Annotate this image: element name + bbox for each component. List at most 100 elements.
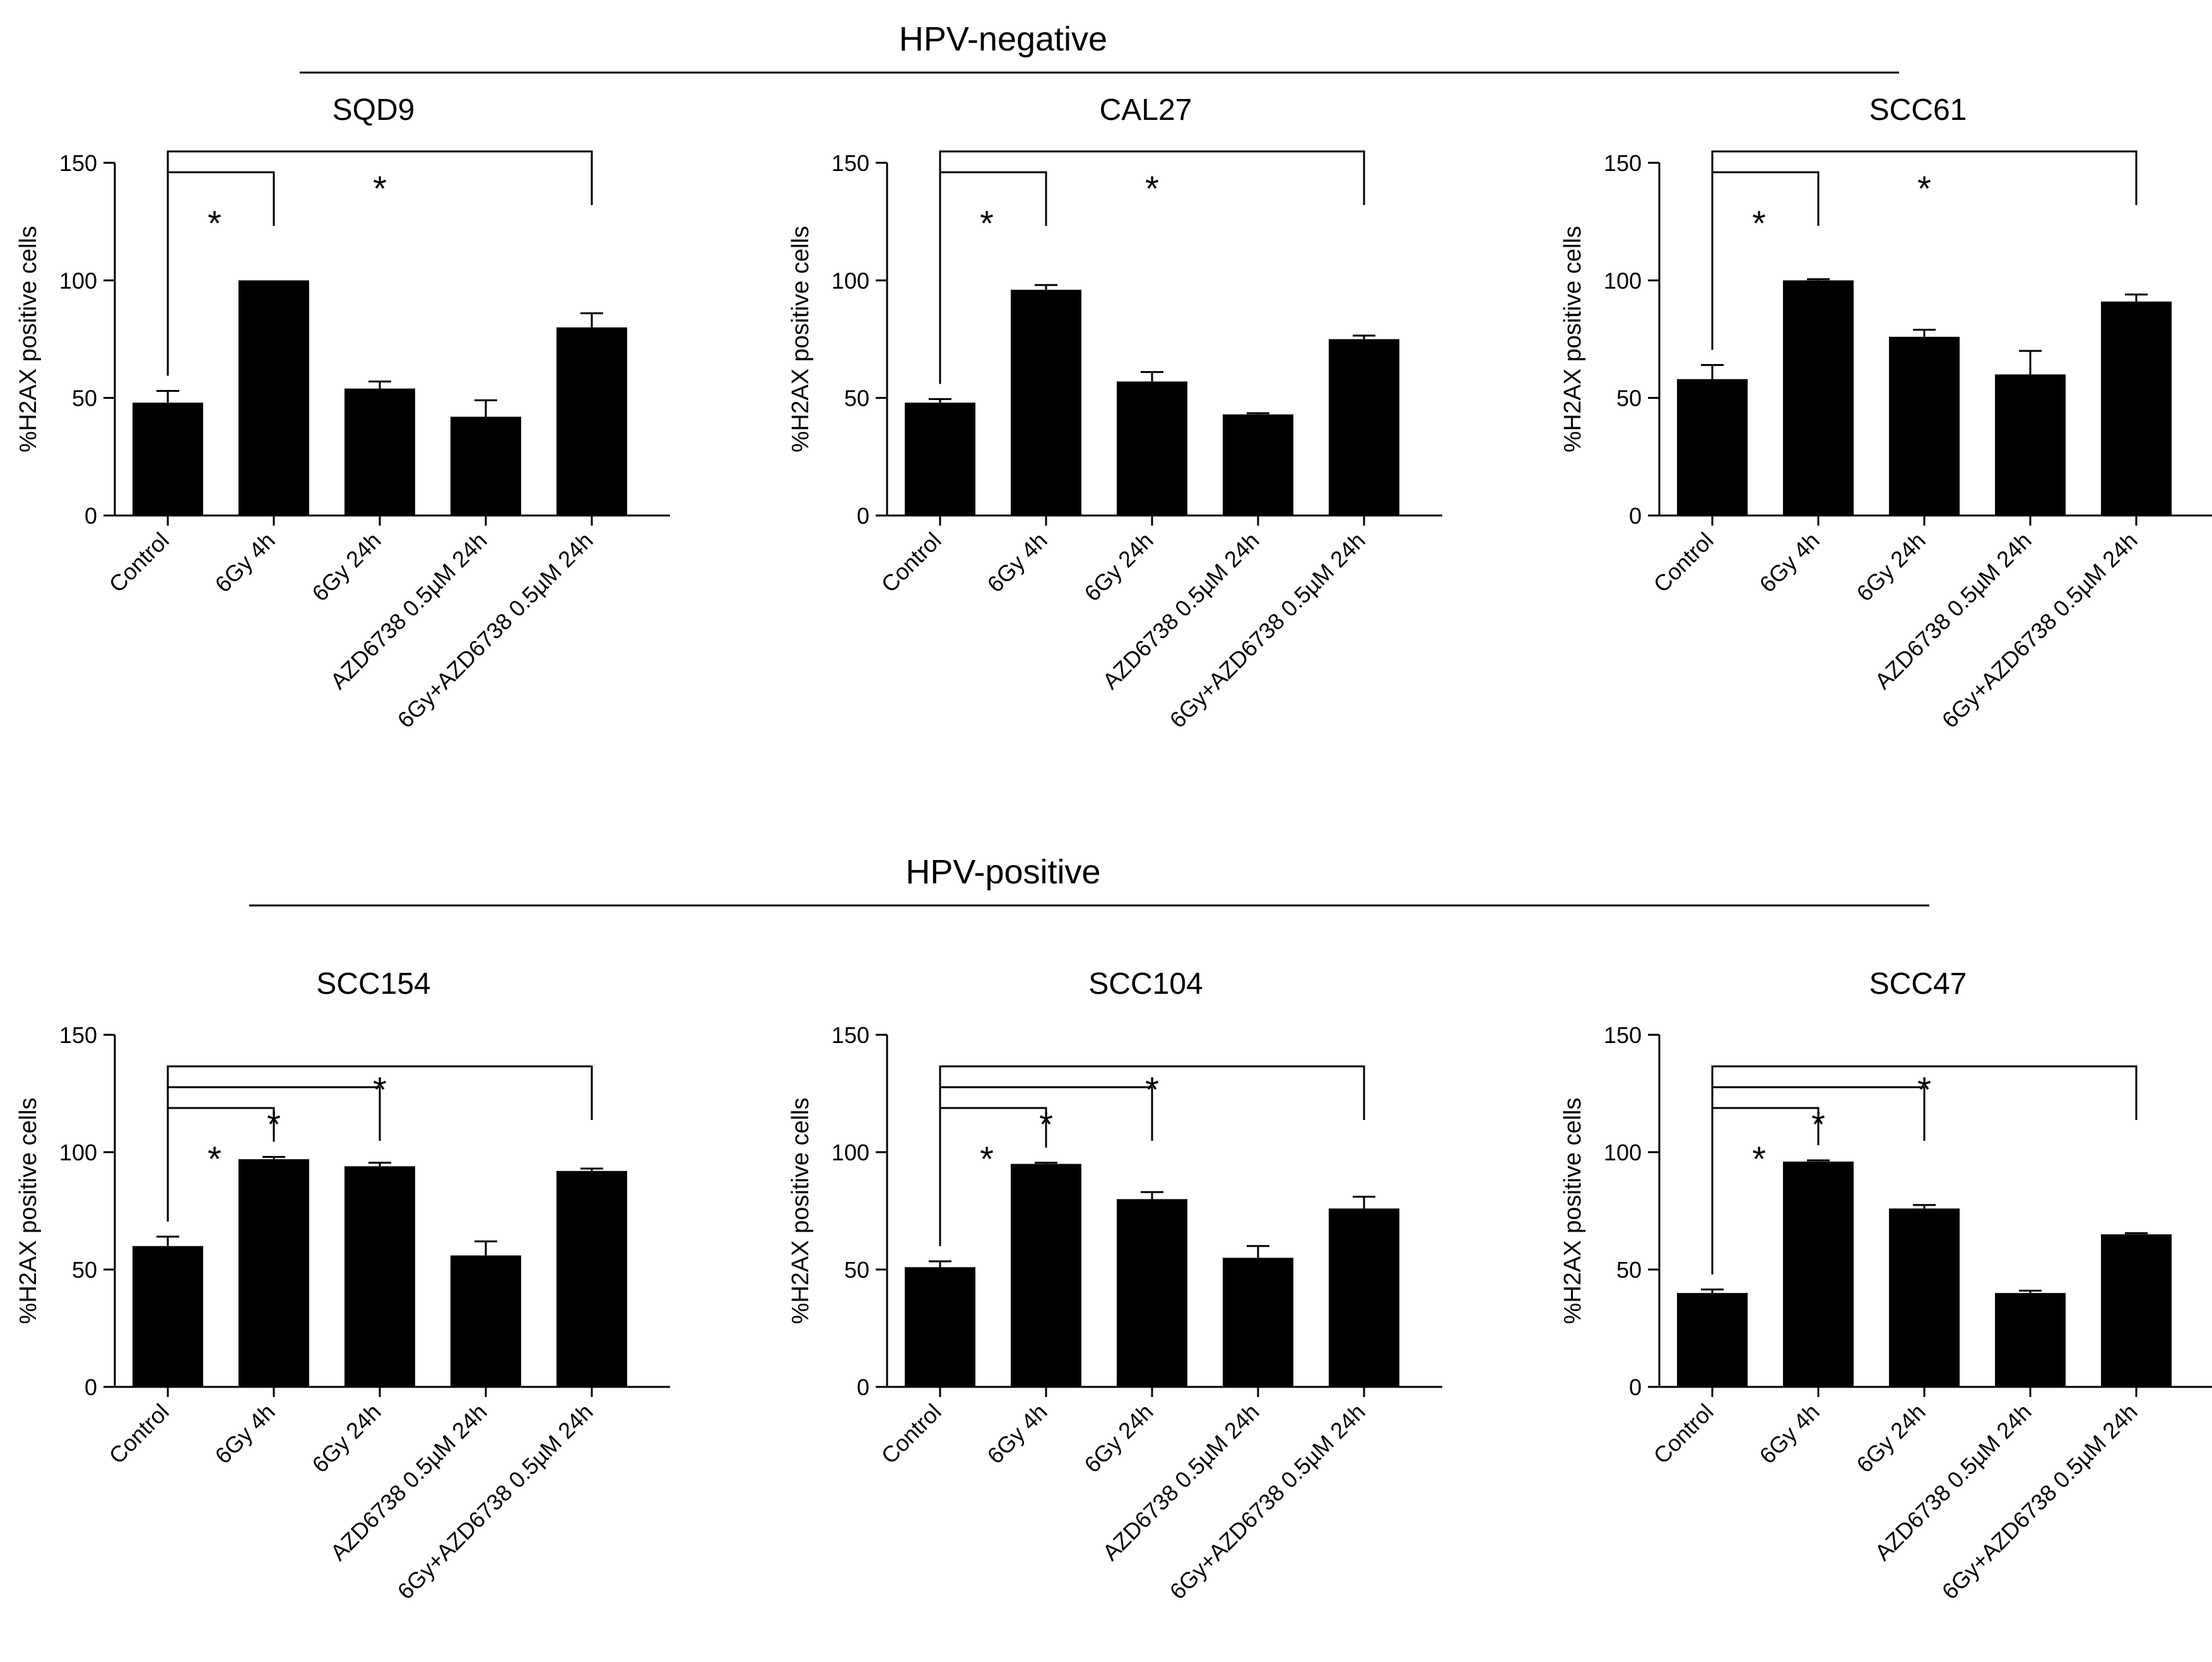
- chart-panel-scc47: SCC47 0 50 100 150 %H2AX positive cells Contro…: [1560, 967, 2212, 1605]
- chart-title: CAL27: [1100, 93, 1192, 127]
- chart-title: SCC104: [1088, 967, 1203, 1001]
- chart-panel-sqd9: SQD9 0 50 100 150 %H2AX positive cells Control…: [15, 93, 670, 733]
- bar: [238, 280, 309, 516]
- x-tick-label: 6Gy+AZD6738 0.5µM 24h: [1937, 527, 2143, 733]
- y-tick-label: 0: [85, 1374, 97, 1400]
- y-tick-label: 100: [59, 1140, 97, 1165]
- y-tick-label: 0: [857, 503, 869, 529]
- y-axis-label: %H2AX positive cells: [1560, 1097, 1586, 1324]
- x-tick-label: 6Gy+AZD6738 0.5µM 24h: [392, 527, 598, 733]
- bar: [905, 403, 975, 516]
- y-tick-label: 0: [1629, 503, 1642, 529]
- y-axis-label: %H2AX positive cells: [787, 1097, 814, 1324]
- x-tick-label: 6Gy 4h: [982, 527, 1052, 598]
- x-tick-label: 6Gy 4h: [210, 527, 280, 598]
- significance-bracket: [939, 1065, 1365, 1246]
- y-tick-label: 150: [59, 1022, 97, 1048]
- y-axis-label: %H2AX positive cells: [15, 226, 42, 452]
- y-tick-label: 150: [1604, 150, 1642, 176]
- x-tick-label: 6Gy 24h: [307, 527, 385, 606]
- chart-panel-scc61: SCC61 0 50 100 150 %H2AX positive cells Contro…: [1560, 93, 2212, 733]
- bar: [132, 403, 203, 516]
- bar: [344, 1166, 415, 1387]
- bar: [1677, 379, 1748, 516]
- significance-marker: *: [1039, 1104, 1053, 1144]
- bar: [1889, 336, 1960, 516]
- bar: [1011, 1164, 1081, 1387]
- group-title-hpv-positive: HPV-positive: [905, 853, 1100, 891]
- y-tick-label: 100: [832, 1140, 869, 1165]
- significance-bracket: [167, 150, 593, 376]
- x-tick-label: 6Gy 24h: [1851, 1399, 1930, 1478]
- significance-marker: *: [1917, 168, 1931, 208]
- x-tick-label: 6Gy+AZD6738 0.5µM 24h: [1937, 1399, 2143, 1605]
- y-tick-label: 0: [85, 503, 97, 529]
- bar: [1329, 1208, 1399, 1387]
- significance-marker: *: [208, 1139, 221, 1179]
- bar: [1889, 1208, 1960, 1387]
- bar: [1995, 1293, 2066, 1387]
- y-tick-label: 50: [72, 386, 97, 411]
- bar: [905, 1267, 975, 1387]
- chart-panel-scc154: SCC154 0 50 100 150 %H2AX positive cells Contr…: [15, 967, 670, 1605]
- chart-title: SQD9: [332, 93, 415, 127]
- y-tick-label: 100: [1604, 1140, 1642, 1165]
- y-tick-label: 100: [832, 268, 869, 293]
- chart-panel-cal27: CAL27 0 50 100 150 %H2AX positive cells Contro…: [787, 93, 1442, 733]
- y-tick-label: 150: [832, 150, 869, 176]
- x-tick-label: 6Gy+AZD6738 0.5µM 24h: [1165, 1399, 1370, 1605]
- y-axis-label: %H2AX positive cells: [15, 1097, 42, 1324]
- chart-panel-scc104: SCC104 0 50 100 150 %H2AX positive cells Contr…: [787, 967, 1442, 1605]
- x-tick-label: 6Gy 24h: [1851, 527, 1930, 606]
- bar: [1677, 1293, 1748, 1387]
- x-tick-label: 6Gy 24h: [307, 1399, 385, 1478]
- significance-marker: *: [980, 203, 994, 243]
- significance-bracket: [1711, 150, 2138, 350]
- y-tick-label: 0: [857, 1374, 869, 1400]
- bar: [2101, 301, 2172, 516]
- significance-marker: *: [980, 1139, 994, 1179]
- significance-marker: *: [1752, 203, 1766, 243]
- significance-marker: *: [373, 168, 387, 208]
- bar: [1783, 280, 1854, 516]
- y-tick-label: 100: [59, 268, 97, 293]
- bar: [2101, 1234, 2172, 1387]
- bar: [450, 1255, 521, 1387]
- bar: [1223, 414, 1293, 516]
- chart-title: SCC47: [1869, 967, 1967, 1001]
- significance-bracket: [1711, 1065, 2138, 1275]
- group-title-hpv-negative: HPV-negative: [899, 20, 1107, 58]
- chart-title: SCC61: [1869, 93, 1967, 127]
- significance-marker: *: [208, 203, 221, 243]
- bar: [1783, 1161, 1854, 1387]
- y-axis-label: %H2AX positive cells: [1560, 226, 1586, 452]
- y-tick-label: 150: [59, 150, 97, 176]
- significance-marker: *: [1752, 1139, 1766, 1179]
- bar: [1117, 381, 1187, 516]
- significance-marker: *: [267, 1104, 281, 1144]
- bar: [1011, 290, 1081, 516]
- bar: [1329, 339, 1399, 516]
- bar: [556, 1170, 627, 1387]
- bar: [1223, 1258, 1293, 1387]
- x-tick-label: Control: [104, 1399, 174, 1469]
- chart-title: SCC154: [316, 967, 430, 1001]
- y-axis-label: %H2AX positive cells: [787, 226, 814, 452]
- x-tick-label: Control: [876, 1399, 946, 1469]
- x-tick-label: 6Gy+AZD6738 0.5µM 24h: [392, 1399, 598, 1605]
- x-tick-label: Control: [104, 527, 174, 598]
- x-tick-label: 6Gy 4h: [210, 1399, 280, 1469]
- bar: [450, 416, 521, 516]
- x-tick-label: Control: [1649, 1399, 1719, 1469]
- x-tick-label: Control: [1649, 527, 1719, 598]
- x-tick-label: Control: [876, 527, 946, 598]
- y-tick-label: 50: [1616, 1257, 1642, 1283]
- y-tick-label: 150: [1604, 1022, 1642, 1048]
- bar: [238, 1159, 309, 1387]
- significance-marker: *: [1145, 168, 1159, 208]
- bar: [132, 1246, 203, 1387]
- x-tick-label: 6Gy 24h: [1079, 527, 1158, 606]
- bar: [1995, 374, 2066, 516]
- x-tick-label: 6Gy 4h: [982, 1399, 1052, 1469]
